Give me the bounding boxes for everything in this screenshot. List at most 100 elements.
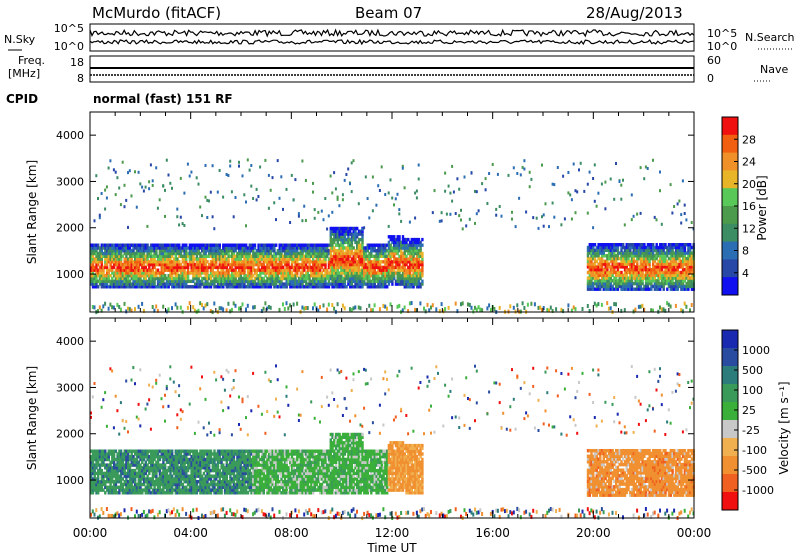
data-cell [320,246,324,250]
data-cell [319,262,322,267]
data-cell [629,268,632,272]
data-cell [417,240,421,245]
data-cell [650,268,653,272]
data-cell [185,249,188,253]
data-cell [112,426,115,430]
freq-right-tick-bottom: 0 [707,72,714,85]
data-cell [676,251,679,255]
data-cell [245,243,248,247]
data-cell [407,268,410,272]
data-cell [310,260,313,264]
data-cell [105,480,109,484]
data-cell [357,237,361,242]
data-cell [259,260,262,264]
data-cell [664,265,667,269]
data-cell [609,306,612,311]
data-cell [232,249,236,253]
data-cell [655,262,658,266]
data-cell [215,285,218,289]
data-cell [127,274,130,278]
data-cell [350,251,354,256]
data-cell [659,281,662,286]
data-cell [407,249,410,253]
data-cell [341,198,344,202]
data-cell [602,259,605,264]
data-cell [347,254,350,258]
data-cell [652,273,655,277]
data-cell [357,282,361,286]
data-cell [602,273,605,277]
data-cell [119,243,123,247]
data-cell [405,243,408,247]
data-cell [100,249,103,253]
data-cell [141,466,144,470]
data-cell [93,285,96,289]
data-cell [91,457,95,462]
data-cell [164,262,167,267]
colorbar-swatch [722,241,738,260]
data-cell [292,243,295,247]
data-cell [363,257,366,261]
data-cell [238,268,241,272]
data-cell [176,274,179,278]
data-cell [354,249,357,253]
data-cell [104,276,107,281]
data-cell [105,471,109,476]
data-cell [637,254,641,258]
data-cell [195,268,199,272]
data-cell [417,163,420,167]
data-cell [320,282,324,286]
data-cell [655,243,658,247]
data-cell [111,282,114,286]
data-cell [685,259,688,264]
data-cell [234,249,237,253]
data-cell [230,307,233,312]
data-cell [100,265,103,270]
freq-left-tick-top: 18 [70,56,84,69]
data-cell [141,265,144,270]
data-cell [119,471,123,476]
data-cell [315,260,318,264]
data-cell [93,482,96,487]
data-cell [671,287,674,291]
data-cell [350,226,354,231]
data-cell [588,251,591,255]
data-cell [666,270,669,275]
data-cell [349,251,352,256]
data-cell [345,285,348,289]
data-cell [588,268,591,272]
data-cell [356,235,359,239]
data-cell [116,243,119,247]
data-cell [678,256,681,261]
data-cell [245,260,248,264]
data-cell [121,243,125,247]
data-cell [250,271,253,275]
data-cell [193,308,196,313]
data-cell [368,257,371,261]
colorbar-tick-label: 12 [742,222,756,235]
data-cell [239,257,243,261]
data-cell [218,246,221,250]
data-cell [410,240,413,245]
data-cell [597,265,600,269]
data-cell [98,463,102,467]
data-cell [361,265,364,270]
data-cell [130,463,133,467]
data-cell [282,265,285,270]
data-cell [380,165,383,169]
data-cell [172,282,176,286]
data-cell [391,246,394,250]
data-cell [523,159,526,163]
data-cell [241,260,244,264]
data-cell [146,402,149,406]
data-cell [574,307,577,312]
data-cell [275,262,278,267]
data-cell [334,260,338,264]
data-cell [673,259,676,264]
data-cell [386,285,389,289]
data-cell [253,279,257,283]
data-cell [132,254,135,258]
data-cell [98,305,101,310]
data-cell [280,260,283,264]
data-cell [567,171,570,174]
